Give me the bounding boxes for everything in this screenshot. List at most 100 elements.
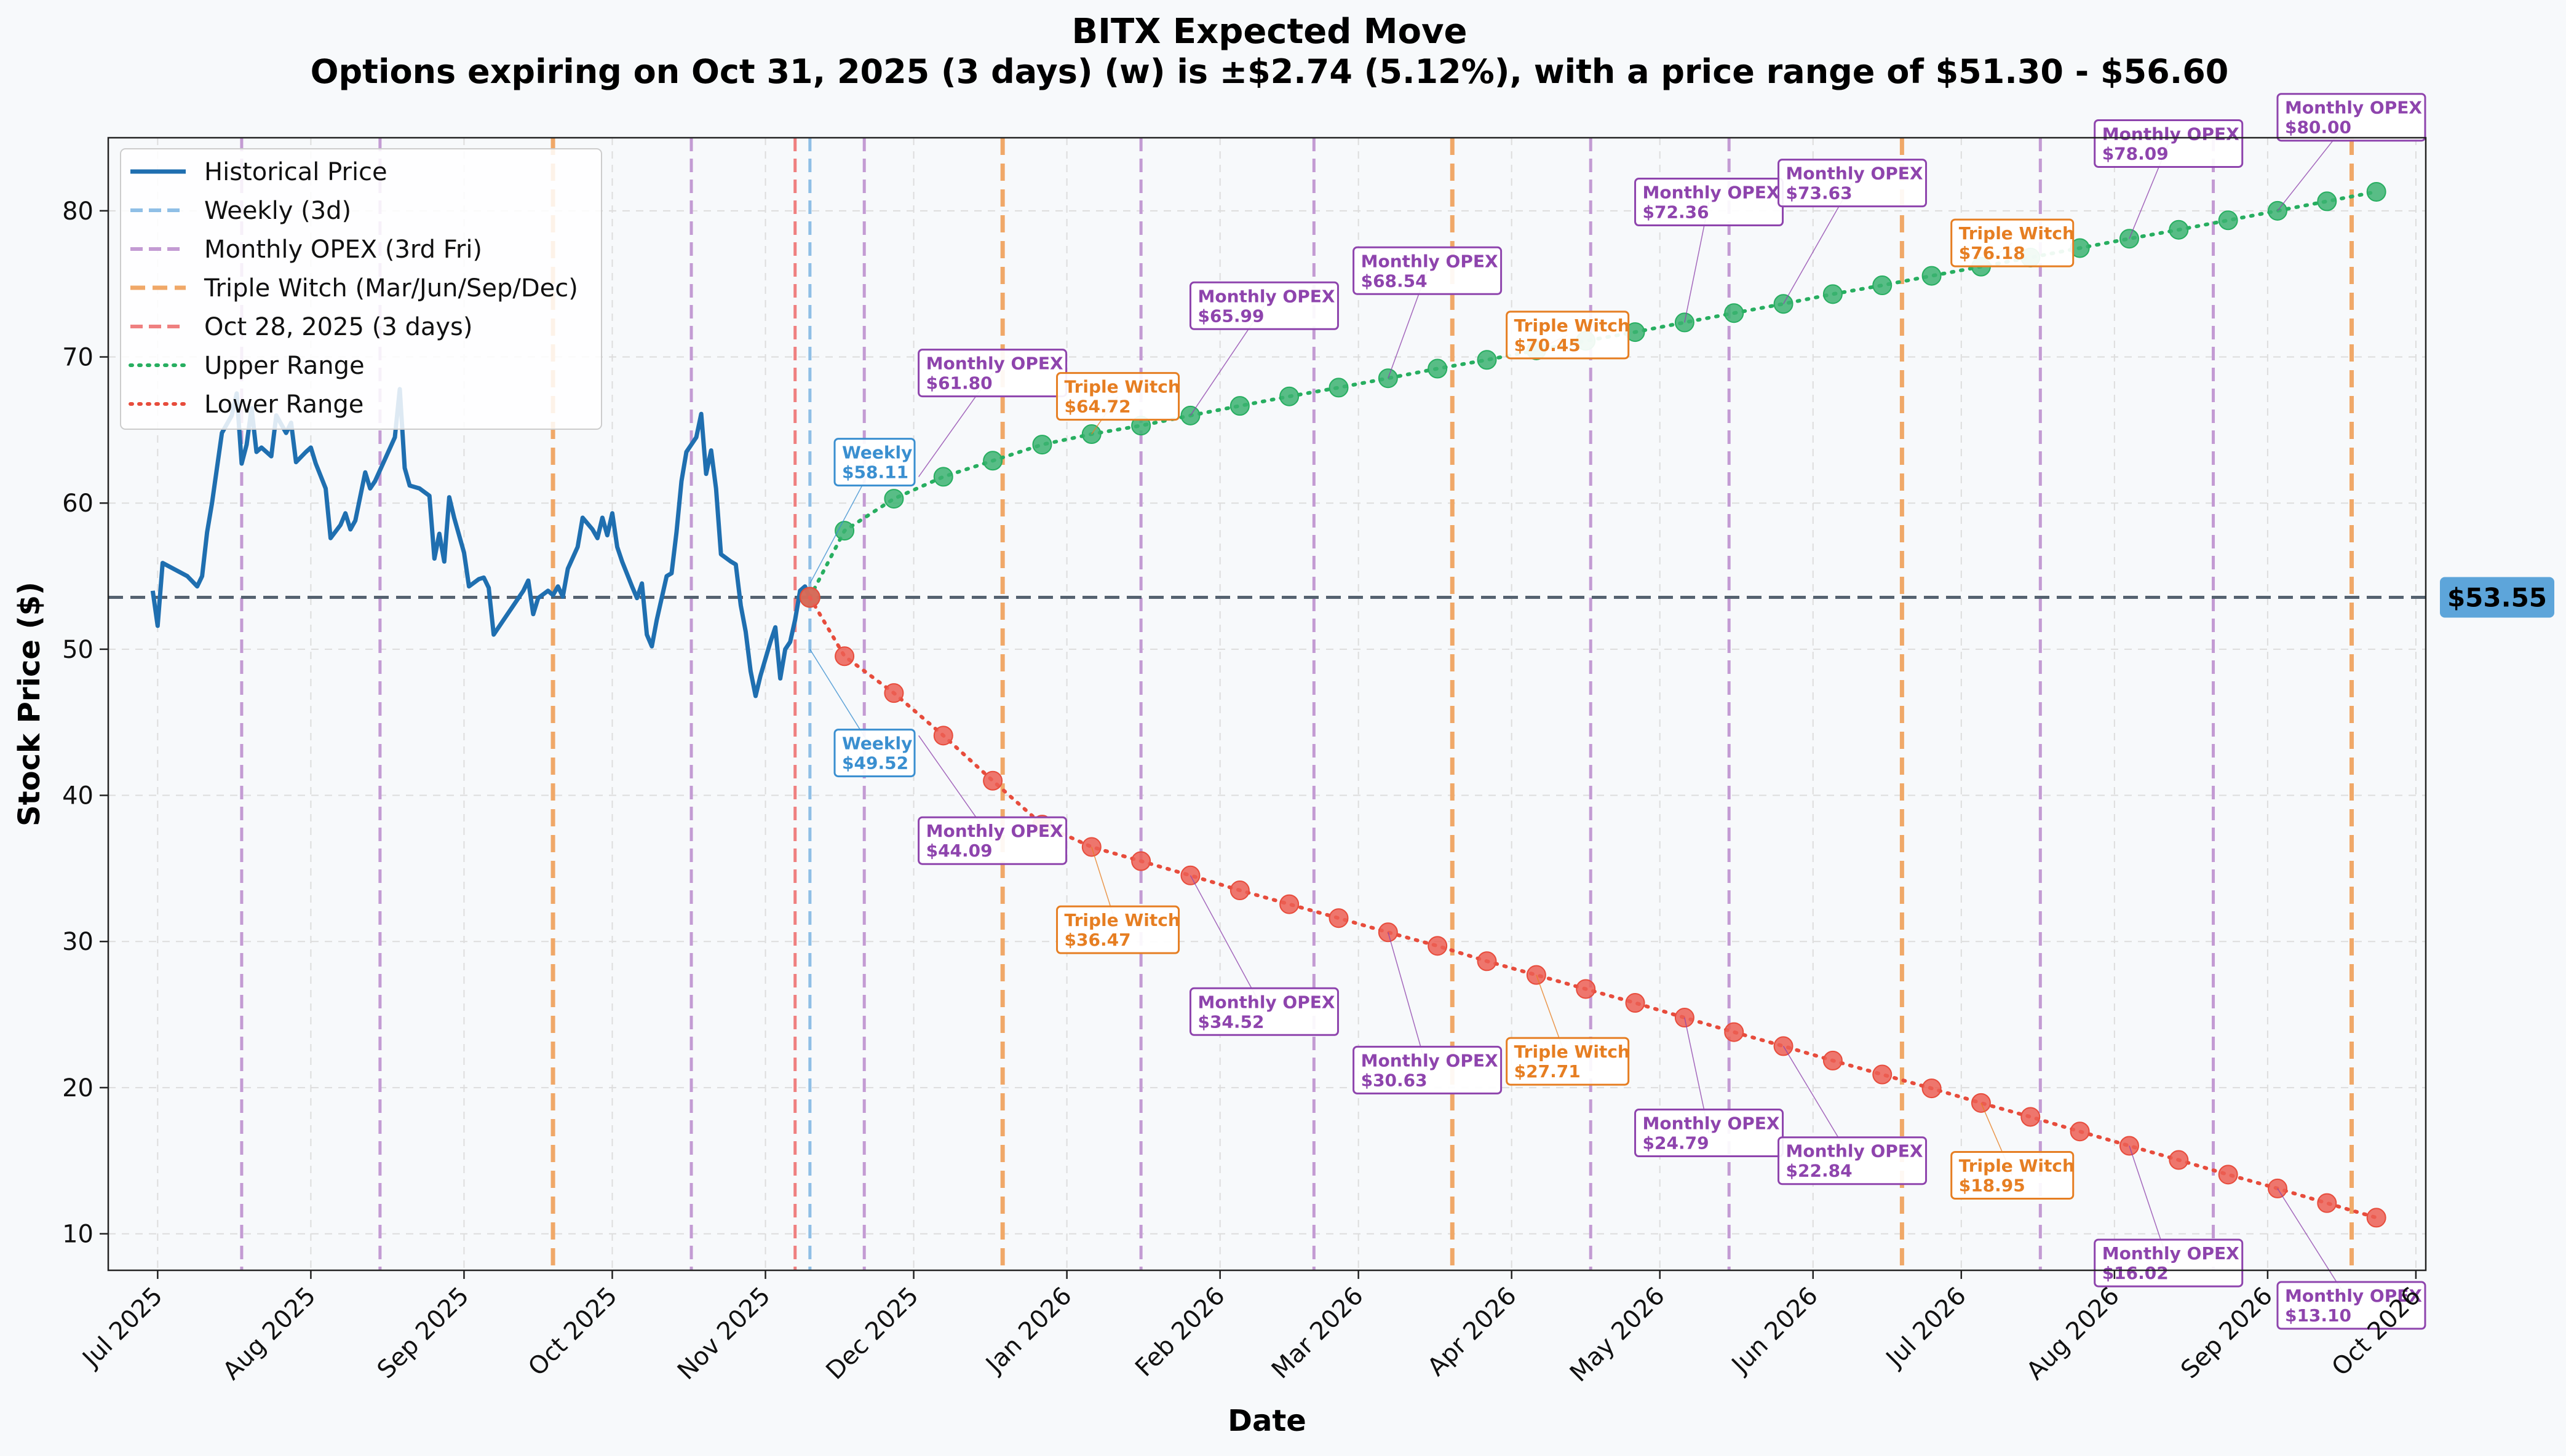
annotation-value: $16.02: [2102, 1263, 2169, 1283]
annotation-value: $27.71: [1514, 1061, 1581, 1082]
annotation-label: Weekly: [842, 443, 912, 463]
annotation-box: [1634, 1109, 1784, 1158]
y-axis-label: Stock Price ($): [12, 582, 47, 826]
annotation-label: Triple Witch: [1959, 1155, 2075, 1176]
lower-range-point: [1576, 979, 1596, 999]
lower-range-point: [1279, 894, 1300, 914]
annotation-triple: Triple Witch$18.95: [1950, 1102, 2075, 1200]
annotation-box: [1950, 1150, 2075, 1200]
lower-range-point: [2070, 1122, 2090, 1142]
annotation-monthly: Monthly OPEX$30.63: [1353, 932, 1503, 1094]
annotation-box: [1353, 1045, 1503, 1094]
annotation-box: [1506, 1037, 1630, 1086]
annotation-monthly: Monthly OPEX$72.36: [1634, 178, 1784, 323]
lower-range-point: [2317, 1193, 2337, 1213]
annotation-value: $34.52: [1198, 1011, 1264, 1032]
upper-range-point: [1032, 435, 1052, 455]
upper-range-point: [835, 521, 855, 541]
annotation-label: Monthly OPEX: [2102, 1243, 2239, 1264]
legend-entry: Weekly (3d): [204, 197, 351, 225]
upper-range-point: [1477, 350, 1497, 370]
annotation-value: $13.10: [2285, 1305, 2351, 1326]
upper-range-point: [1428, 358, 1448, 379]
upper-range-point: [884, 489, 904, 509]
upper-range-point: [2366, 181, 2386, 202]
annotation-label: Monthly OPEX: [1643, 183, 1780, 203]
annotation-triple: Triple Witch$76.18: [1950, 218, 2075, 267]
annotation-label: Triple Witch: [1514, 1042, 1630, 1062]
annotation-monthly: Monthly OPEX$73.63: [1778, 159, 1928, 304]
y-tick-label: 80: [62, 197, 93, 226]
upper-range-point: [1724, 303, 1744, 323]
annotation-label: Weekly: [842, 734, 912, 754]
lower-range-point: [2020, 1107, 2041, 1127]
annotation-value: $76.18: [1959, 243, 2025, 263]
annotation-value: $68.54: [1361, 271, 1428, 291]
upper-range-point: [1229, 396, 1250, 416]
legend-entry: Historical Price: [204, 158, 387, 186]
lower-range-point: [2169, 1150, 2189, 1170]
annotation-label: Monthly OPEX: [926, 821, 1063, 841]
upper-range-point: [1921, 266, 1942, 286]
lower-range-point: [933, 726, 953, 746]
lower-range-point: [1477, 951, 1497, 971]
annotation-monthly: Monthly OPEX$13.10: [2276, 1188, 2426, 1330]
annotation-label: Monthly OPEX: [1786, 1141, 1923, 1161]
annotation-value: $80.00: [2285, 117, 2351, 138]
annotation-box: [1778, 159, 1928, 208]
lower-range-point: [799, 587, 820, 608]
annotation-weekly: Weekly$49.52: [809, 649, 916, 778]
annotation-box: [833, 729, 916, 778]
upper-range-point: [2169, 220, 2189, 240]
annotation-label: Monthly OPEX: [2285, 1286, 2422, 1306]
annotation-label: Monthly OPEX: [2285, 98, 2422, 118]
annotation-monthly: Monthly OPEX$44.09: [918, 735, 1068, 865]
annotation-box: [1056, 372, 1180, 421]
annotation-value: $70.45: [1514, 335, 1581, 355]
annotation-box: [1189, 987, 1339, 1036]
legend-entry: Upper Range: [204, 352, 365, 380]
annotation-label: Triple Witch: [1065, 910, 1180, 930]
legend-entry: Monthly OPEX (3rd Fri): [204, 235, 482, 264]
lower-range-point: [1229, 880, 1250, 901]
y-axis: 10 20 30 40 50 60 70 80: [62, 197, 108, 1249]
chart-title: BITX Expected Move: [1071, 12, 1467, 52]
annotation-label: Monthly OPEX: [1361, 1050, 1498, 1070]
lower-range-point: [1329, 908, 1349, 928]
annotation-value: $72.36: [1643, 202, 1709, 223]
y-tick-label: 40: [62, 782, 93, 810]
annotation-value: $64.72: [1065, 397, 1131, 417]
y-tick-label: 30: [62, 928, 93, 956]
upper-range-point: [1822, 284, 1843, 304]
annotation-box: [1189, 281, 1339, 330]
annotation-monthly: Monthly OPEX$65.99: [1189, 281, 1339, 416]
chart-subtitle: Options expiring on Oct 31, 2025 (3 days…: [311, 52, 2229, 91]
lower-range-point: [2366, 1208, 2386, 1228]
annotation-box: [1506, 311, 1630, 360]
annotation-box: [1778, 1136, 1928, 1185]
annotation-value: $30.63: [1361, 1070, 1428, 1090]
legend-frame: [120, 148, 602, 430]
y-tick-label: 60: [62, 489, 93, 518]
y-tick-label: 70: [62, 344, 93, 372]
lower-range-point: [1921, 1078, 1942, 1099]
annotation-triple: Triple Witch$36.47: [1056, 847, 1180, 954]
lower-range-point: [2218, 1165, 2238, 1185]
annotation-value: $36.47: [1065, 930, 1131, 950]
annotation-monthly: Monthly OPEX$68.54: [1353, 246, 1503, 379]
plot-frame: [107, 136, 2427, 1272]
upper-range-point: [2218, 210, 2238, 231]
upper-range-point: [1872, 275, 1893, 296]
annotation-label: Monthly OPEX: [1361, 251, 1498, 271]
annotation-value: $73.63: [1786, 183, 1853, 204]
lower-range-point: [1428, 936, 1448, 956]
x-axis-label: Date: [1228, 1404, 1306, 1438]
lower-range-point: [835, 646, 855, 667]
annotation-triple: Triple Witch$70.45: [1506, 311, 1630, 360]
lower-range-point: [1724, 1022, 1744, 1042]
annotation-weekly: Weekly$58.11: [809, 438, 916, 584]
lower-range-point: [1872, 1064, 1893, 1085]
expiry-lines: [240, 138, 2354, 1270]
y-tick-label: 10: [62, 1221, 93, 1249]
annotation-monthly: Monthly OPEX$24.79: [1634, 1017, 1784, 1158]
